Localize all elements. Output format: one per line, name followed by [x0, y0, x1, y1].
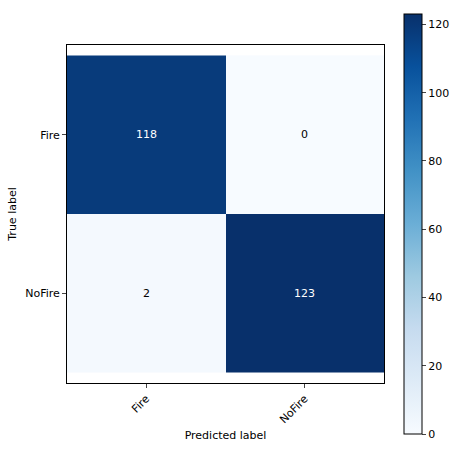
svg-text:40: 40: [428, 291, 442, 304]
svg-text:True label: True label: [6, 187, 19, 241]
svg-text:0: 0: [301, 128, 308, 141]
svg-text:118: 118: [136, 128, 157, 141]
svg-text:Fire: Fire: [129, 392, 152, 415]
svg-text:100: 100: [428, 87, 449, 100]
svg-text:0: 0: [428, 428, 435, 441]
svg-text:NoFire: NoFire: [277, 392, 311, 426]
svg-text:120: 120: [428, 18, 449, 31]
svg-text:123: 123: [294, 287, 315, 300]
svg-text:NoFire: NoFire: [25, 287, 60, 300]
svg-text:80: 80: [428, 155, 442, 168]
svg-text:20: 20: [428, 360, 442, 373]
svg-text:60: 60: [428, 223, 442, 236]
svg-text:Predicted label: Predicted label: [185, 429, 267, 442]
svg-text:2: 2: [143, 287, 150, 300]
svg-text:Fire: Fire: [40, 129, 60, 142]
